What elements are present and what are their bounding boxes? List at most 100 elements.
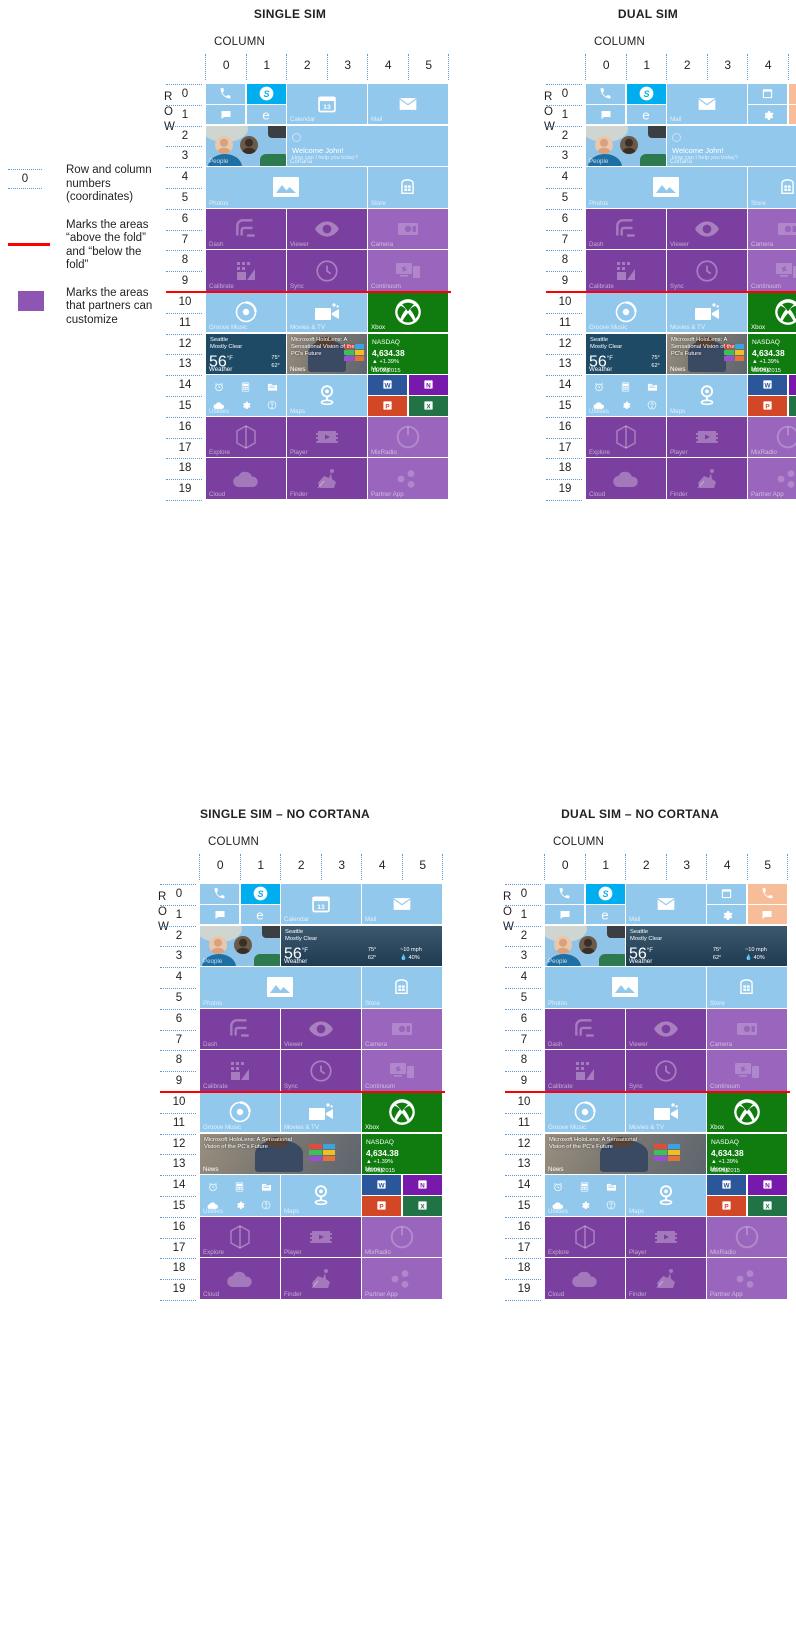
- tile-groove-music[interactable]: Groove Music: [586, 292, 666, 333]
- tile-movies-tv[interactable]: Movies & TV: [626, 1092, 706, 1133]
- tile-messaging[interactable]: [206, 104, 246, 125]
- tile-powerpoint[interactable]: P: [368, 396, 408, 416]
- tile-word[interactable]: W: [362, 1175, 402, 1195]
- tile-onenote[interactable]: N: [402, 1175, 442, 1195]
- onedrive-cloud-icon[interactable]: [213, 397, 225, 415]
- tile-edge[interactable]: e: [240, 904, 280, 925]
- tile-viewer[interactable]: Viewer: [287, 208, 367, 250]
- tile-word[interactable]: W: [707, 1175, 747, 1195]
- tile-messaging-sim2[interactable]: [747, 904, 787, 925]
- tile-viewer[interactable]: Viewer: [626, 1008, 706, 1050]
- tile-skype[interactable]: S: [585, 884, 625, 904]
- tile-xbox[interactable]: Xbox: [362, 1092, 442, 1133]
- calculator-icon[interactable]: [235, 1179, 244, 1197]
- tile-calendar[interactable]: 13 Calendar: [281, 884, 361, 925]
- help-icon[interactable]: [267, 397, 277, 415]
- tile-dash[interactable]: Dash: [586, 208, 666, 250]
- tile-edge[interactable]: e: [246, 104, 286, 125]
- tile-word[interactable]: W: [368, 375, 408, 395]
- tile-sync[interactable]: Sync: [667, 250, 747, 291]
- tile-store[interactable]: Store: [748, 167, 796, 208]
- calculator-icon[interactable]: [241, 379, 250, 397]
- file-explorer-icon[interactable]: [267, 379, 278, 397]
- tile-photos[interactable]: Photos: [545, 967, 706, 1008]
- tile-mail[interactable]: Mail: [362, 884, 442, 925]
- tile-skype[interactable]: S: [246, 84, 286, 104]
- tile-excel[interactable]: X: [402, 1196, 442, 1216]
- tile-excel[interactable]: X: [408, 396, 448, 416]
- tile-cloud[interactable]: Cloud: [200, 1258, 280, 1299]
- tile-excel[interactable]: X: [747, 1196, 787, 1216]
- tile-mixradio[interactable]: MixRadio: [368, 416, 448, 458]
- tile-people[interactable]: People: [206, 125, 286, 166]
- tile-messaging-sim2[interactable]: [788, 104, 796, 125]
- tile-money[interactable]: NASDAQ 4,634.38 ▲ +1.39% 02/25/2015 Money: [748, 333, 796, 374]
- help-icon[interactable]: [261, 1197, 271, 1215]
- help-icon[interactable]: [606, 1197, 616, 1215]
- tile-skype[interactable]: S: [240, 884, 280, 904]
- tile-player[interactable]: Player: [281, 1216, 361, 1258]
- tile-phone[interactable]: [586, 84, 626, 104]
- tile-partner-app[interactable]: Partner App: [362, 1258, 442, 1299]
- tile-photos[interactable]: Photos: [586, 167, 747, 208]
- tile-photos[interactable]: Photos: [200, 967, 361, 1008]
- alarm-icon[interactable]: [214, 379, 224, 397]
- tile-groove-music[interactable]: Groove Music: [206, 292, 286, 333]
- file-explorer-icon[interactable]: [647, 379, 658, 397]
- settings-gear-icon[interactable]: [621, 397, 631, 415]
- tile-player[interactable]: Player: [287, 416, 367, 458]
- tile-groove-music[interactable]: Groove Music: [200, 1092, 280, 1133]
- tile-mail[interactable]: Mail: [626, 884, 706, 925]
- tile-money[interactable]: NASDAQ 4,634.38 ▲ +1.39% 02/25/2015 Money: [362, 1133, 442, 1174]
- tile-finder[interactable]: Finder: [626, 1258, 706, 1299]
- tile-settings[interactable]: [707, 904, 747, 925]
- tile-utilities[interactable]: Utilities: [586, 375, 666, 416]
- tile-cloud[interactable]: Cloud: [586, 458, 666, 499]
- tile-word[interactable]: W: [748, 375, 788, 395]
- tile-dash[interactable]: Dash: [545, 1008, 625, 1050]
- settings-gear-icon[interactable]: [580, 1197, 590, 1215]
- alarm-icon[interactable]: [594, 379, 604, 397]
- tile-sync[interactable]: Sync: [281, 1050, 361, 1091]
- tile-powerpoint[interactable]: P: [748, 396, 788, 416]
- tile-phone-sim2[interactable]: [788, 84, 796, 104]
- settings-gear-icon[interactable]: [235, 1197, 245, 1215]
- tile-calendar[interactable]: [707, 884, 747, 904]
- tile-player[interactable]: Player: [626, 1216, 706, 1258]
- tile-camera[interactable]: Camera: [368, 208, 448, 250]
- alarm-icon[interactable]: [208, 1179, 218, 1197]
- tile-camera[interactable]: Camera: [748, 208, 796, 250]
- tile-edge[interactable]: e: [626, 104, 666, 125]
- tile-calendar[interactable]: [748, 84, 788, 104]
- tile-groove-music[interactable]: Groove Music: [545, 1092, 625, 1133]
- alarm-icon[interactable]: [553, 1179, 563, 1197]
- tile-explore[interactable]: Explore: [206, 416, 286, 458]
- tile-maps[interactable]: Maps: [287, 375, 367, 416]
- tile-continuum[interactable]: Continuum: [362, 1050, 442, 1091]
- onedrive-cloud-icon[interactable]: [593, 397, 605, 415]
- onedrive-cloud-icon[interactable]: [552, 1197, 564, 1215]
- tile-camera[interactable]: Camera: [362, 1008, 442, 1050]
- tile-calendar[interactable]: 13 Calendar: [287, 84, 367, 125]
- tile-phone-sim2[interactable]: [747, 884, 787, 904]
- tile-finder[interactable]: Finder: [287, 458, 367, 499]
- tile-partner-app[interactable]: Partner App: [368, 458, 448, 499]
- file-explorer-icon[interactable]: [261, 1179, 272, 1197]
- tile-people[interactable]: People: [200, 925, 280, 966]
- tile-calibrate[interactable]: Calibrate: [586, 250, 666, 291]
- tile-weather[interactable]: Seattle Mostly Clear 56°F 75° 62° Weather: [206, 333, 286, 374]
- tile-store[interactable]: Store: [368, 167, 448, 208]
- tile-explore[interactable]: Explore: [586, 416, 666, 458]
- tile-utilities[interactable]: Utilities: [206, 375, 286, 416]
- tile-messaging[interactable]: [545, 904, 585, 925]
- tile-movies-tv[interactable]: Movies & TV: [667, 292, 747, 333]
- tile-partner-app[interactable]: Partner App: [707, 1258, 787, 1299]
- tile-settings[interactable]: [748, 104, 788, 125]
- tile-news[interactable]: Microsoft HoloLens: A Sensational Vision…: [287, 333, 367, 374]
- tile-finder[interactable]: Finder: [281, 1258, 361, 1299]
- tile-mail[interactable]: Mail: [368, 84, 448, 125]
- tile-dash[interactable]: Dash: [200, 1008, 280, 1050]
- tile-powerpoint[interactable]: P: [362, 1196, 402, 1216]
- tile-news[interactable]: Microsoft HoloLens: A Sensational Vision…: [667, 333, 747, 374]
- tile-photos[interactable]: Photos: [206, 167, 367, 208]
